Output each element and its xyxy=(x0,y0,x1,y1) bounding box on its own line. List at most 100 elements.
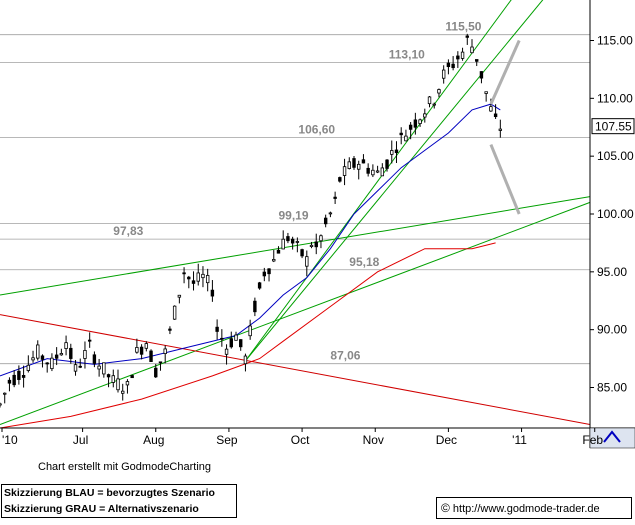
candle-body xyxy=(470,46,474,54)
copyright-icon: © xyxy=(441,501,450,515)
candle-body xyxy=(87,339,92,342)
candle-body xyxy=(394,149,399,154)
candle-body xyxy=(404,135,408,142)
candle-body xyxy=(390,150,394,155)
candle-body xyxy=(413,119,418,128)
candle-body xyxy=(248,325,252,337)
candle-body xyxy=(172,305,177,320)
candle-body xyxy=(205,275,210,284)
x-tick-label-0: '10 xyxy=(2,433,18,447)
y-tick-label-2: 95.00 xyxy=(597,265,627,279)
candle-body xyxy=(78,365,82,368)
candle-body xyxy=(290,238,295,244)
candle-body xyxy=(234,334,238,341)
x-tick-label-3: Sep xyxy=(216,433,238,447)
candle-body xyxy=(441,69,446,79)
candle-body xyxy=(73,364,78,372)
candle-body xyxy=(357,163,361,170)
candle-body xyxy=(191,280,196,284)
candle-body xyxy=(210,289,215,297)
candle-body xyxy=(121,390,125,394)
candle-body xyxy=(484,91,488,94)
y-tick-label-5: 110.00 xyxy=(597,91,633,105)
candle-body xyxy=(21,375,26,378)
candle-body xyxy=(64,342,68,349)
trendline-4 xyxy=(0,314,591,425)
level-label-4: 106,60 xyxy=(298,123,335,137)
candle-body xyxy=(300,249,304,257)
candle-body xyxy=(451,63,455,69)
candle-body xyxy=(177,294,182,298)
candle-body xyxy=(385,159,389,169)
candle-body xyxy=(163,348,167,354)
y-tick-label-1: 90.00 xyxy=(597,323,627,337)
candle-body xyxy=(295,241,300,243)
candle-body xyxy=(272,259,276,262)
candle-body xyxy=(0,403,2,406)
trendline-0 xyxy=(0,196,591,296)
candle-body xyxy=(196,272,200,282)
candle-body xyxy=(262,271,267,277)
candle-body xyxy=(12,374,16,386)
last-price-box xyxy=(591,118,635,135)
level-label-1: 99,19 xyxy=(278,208,308,222)
trendline-2 xyxy=(244,0,512,362)
y-tick-label-4: 105.00 xyxy=(597,149,634,163)
candle-body xyxy=(446,62,451,68)
level-label-2: 95,18 xyxy=(349,255,379,269)
candle-body xyxy=(125,381,130,386)
candle-body xyxy=(281,238,285,250)
candle-body xyxy=(418,119,422,124)
candle-body xyxy=(168,328,172,331)
x-tick-label-6: Dec xyxy=(436,433,457,447)
candle-body xyxy=(408,124,413,130)
candle-body xyxy=(465,35,469,38)
candle-body xyxy=(460,51,465,59)
candle-body xyxy=(201,273,205,279)
candle-body xyxy=(36,344,40,359)
candle-body xyxy=(479,71,484,79)
candle-body xyxy=(215,326,219,332)
source-url[interactable]: http://www.godmode-trader.de xyxy=(452,503,600,515)
candle-body xyxy=(106,374,111,378)
candle-body xyxy=(276,249,281,254)
legend-grey-scenario: Skizzierung GRAU = Alternativszenario xyxy=(4,503,199,515)
candle-body xyxy=(361,159,366,164)
x-tick-label-1: Jul xyxy=(73,433,88,447)
candle-body xyxy=(456,55,460,60)
candle-body xyxy=(158,361,163,364)
candle-body xyxy=(267,268,271,275)
candle-body xyxy=(338,177,342,182)
candle-body xyxy=(83,350,87,359)
candle-body xyxy=(154,367,158,378)
moving-average-1 xyxy=(0,242,496,429)
candle-body xyxy=(17,370,21,380)
y-tick-label-0: 85.00 xyxy=(597,381,627,395)
candle-body xyxy=(319,235,323,242)
candle-body xyxy=(182,272,186,275)
source-link[interactable]: © http://www.godmode-trader.de xyxy=(436,497,632,519)
candle-body xyxy=(493,113,498,118)
candle-body xyxy=(498,128,503,131)
candle-body xyxy=(59,353,64,356)
candle-body xyxy=(116,378,120,391)
candle-body xyxy=(432,103,436,106)
candle-body xyxy=(253,300,257,313)
candle-body xyxy=(305,256,309,267)
candle-body xyxy=(323,217,328,225)
candle-body xyxy=(399,132,403,136)
candle-body xyxy=(371,169,375,176)
scenario-legend: Skizzierung BLAU = bevorzugtes Szenario … xyxy=(1,484,237,518)
axis-corner xyxy=(589,427,635,449)
candle-body xyxy=(352,158,356,168)
candle-body xyxy=(347,161,351,169)
candle-body xyxy=(328,212,333,215)
trendline-3 xyxy=(245,0,544,362)
candle-body xyxy=(342,166,347,176)
y-tick-label-6: 115.00 xyxy=(597,33,633,47)
candle-body xyxy=(427,96,432,105)
candle-body xyxy=(286,236,290,242)
candle-body xyxy=(50,357,54,370)
x-tick-label-5: Nov xyxy=(363,433,384,447)
